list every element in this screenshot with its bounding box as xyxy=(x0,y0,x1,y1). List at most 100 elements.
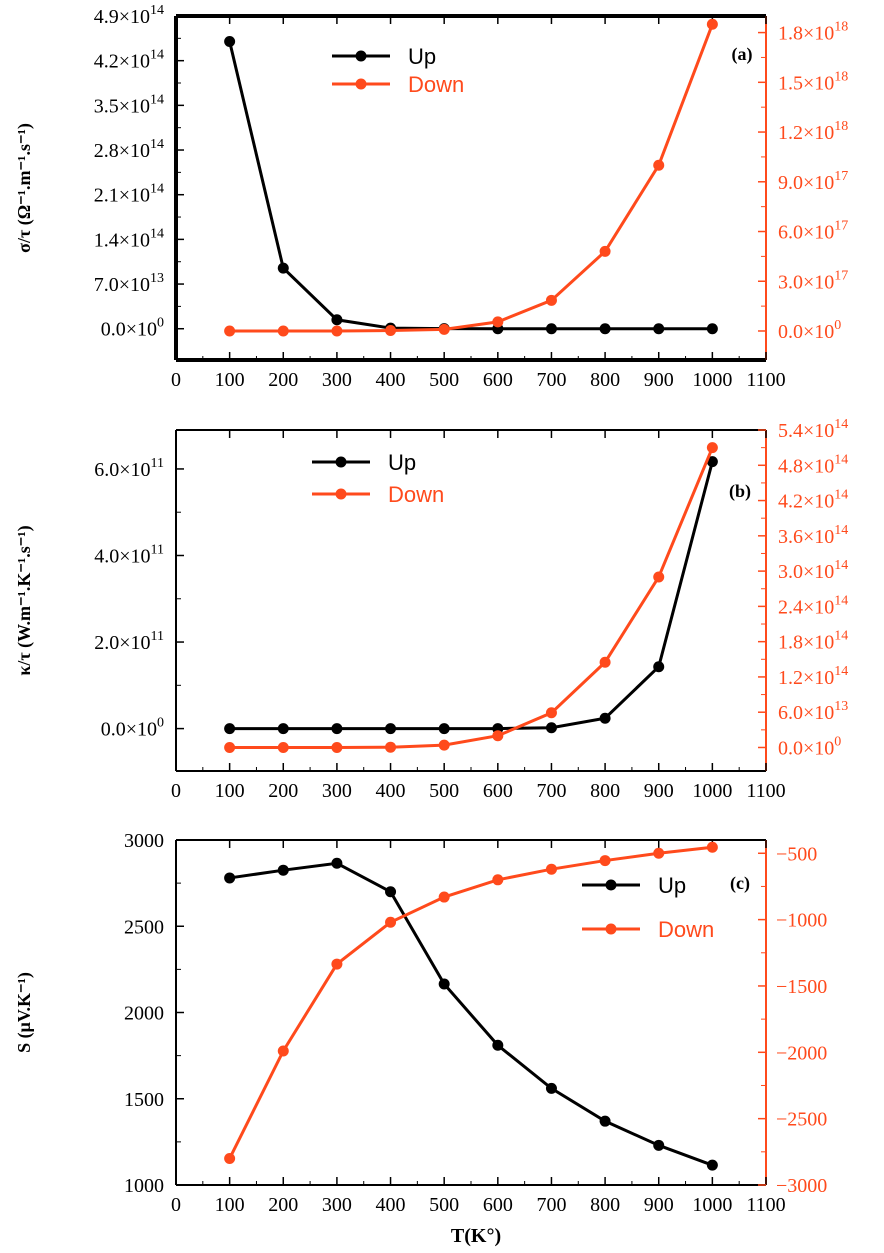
x-tick-label: 800 xyxy=(590,1194,620,1216)
x-tick-label: 1100 xyxy=(746,1194,785,1216)
legend-label-down: Down xyxy=(408,72,464,97)
data-point-down xyxy=(492,874,504,886)
y-axis-title: S (μV.K⁻¹) xyxy=(14,972,35,1053)
y-left-tick-label: 2000 xyxy=(124,1003,164,1025)
y-right-tick-label: −3000 xyxy=(776,1175,827,1197)
x-tick-label: 1000 xyxy=(692,1194,732,1216)
legend-label-down: Down xyxy=(388,482,444,507)
legend-label-down: Down xyxy=(658,917,714,942)
y-right-tick-label: 6.0×1013 xyxy=(778,699,848,724)
x-tick-label: 1100 xyxy=(746,369,785,391)
y-right-tick-label: 1.5×1018 xyxy=(778,69,848,94)
data-point-up xyxy=(653,323,665,335)
y-left-tick-label: 2.8×1014 xyxy=(94,137,164,162)
x-tick-label: 300 xyxy=(322,780,352,802)
data-point-up xyxy=(599,323,611,335)
x-tick-label: 100 xyxy=(215,780,245,802)
data-point-up xyxy=(599,1115,611,1127)
chart-panel-1: 0 100 200 300 400 500 600 700 800 900 1000 1100 0.0×… xyxy=(14,3,848,391)
data-point-down xyxy=(331,741,343,753)
x-tick-label: 1000 xyxy=(692,780,732,802)
series-line-up xyxy=(228,41,713,331)
data-point-up xyxy=(277,262,289,274)
x-tick-label: 400 xyxy=(376,780,406,802)
data-point-down xyxy=(277,741,289,753)
data-point-up xyxy=(545,1082,557,1094)
x-tick-label: 100 xyxy=(215,369,245,391)
x-tick-label: 600 xyxy=(483,780,513,802)
series-line-down xyxy=(229,23,714,333)
y-right-tick-label: 0.0×100 xyxy=(778,734,841,759)
data-point-down xyxy=(492,316,504,328)
y-right-tick-label: 5.4×1014 xyxy=(778,417,848,442)
series-line-up xyxy=(229,861,713,1167)
series-line-up xyxy=(229,461,714,731)
x-axis-title: T(K°) xyxy=(451,1225,501,1247)
legend-marker-down xyxy=(605,923,617,935)
y-right-tick-label: 1.8×1018 xyxy=(778,20,848,45)
x-tick-label: 200 xyxy=(268,369,298,391)
data-point-up xyxy=(706,456,718,468)
data-point-down xyxy=(385,741,397,753)
data-point-up xyxy=(385,886,397,898)
y-right-tick-label: −1500 xyxy=(776,976,827,998)
data-point-down xyxy=(706,18,718,30)
data-point-down xyxy=(224,1152,236,1164)
y-right-tick-label: 1.2×1018 xyxy=(778,119,848,144)
chart-panel-2: 0 100 200 300 400 500 600 700 800 900 1000 1100 0.0×… xyxy=(14,417,848,802)
y-left-tick-label: 4.0×1011 xyxy=(94,542,164,567)
data-point-down xyxy=(331,958,343,970)
data-point-up xyxy=(706,323,718,335)
data-point-down xyxy=(599,855,611,867)
legend-label-up: Up xyxy=(408,44,436,69)
data-point-down xyxy=(277,325,289,337)
legend-label-up: Up xyxy=(388,450,416,475)
y-right-tick-label: −2000 xyxy=(776,1042,827,1064)
y-right-tick-label: 4.8×1014 xyxy=(778,452,848,477)
data-point-down xyxy=(599,656,611,668)
x-tick-label: 900 xyxy=(644,369,674,391)
x-tick-label: 900 xyxy=(644,1194,674,1216)
x-tick-label: 800 xyxy=(590,369,620,391)
y-left-tick-label: 6.0×1011 xyxy=(94,456,164,481)
y-right-tick-label: 9.0×1017 xyxy=(778,169,848,194)
x-tick-label: 500 xyxy=(429,780,459,802)
data-point-down xyxy=(438,739,450,751)
data-point-down xyxy=(438,891,450,903)
x-tick-label: 400 xyxy=(376,1194,406,1216)
x-tick-label: 500 xyxy=(429,1194,459,1216)
y-left-tick-label: 7.0×1013 xyxy=(94,271,164,296)
y-right-tick-label: −500 xyxy=(776,843,817,865)
data-point-down xyxy=(706,442,718,454)
data-point-down xyxy=(277,1045,289,1057)
data-point-down xyxy=(653,159,665,171)
data-point-down xyxy=(653,847,665,859)
legend-marker-down xyxy=(335,488,347,500)
x-tick-label: 800 xyxy=(590,780,620,802)
data-point-up xyxy=(224,36,236,48)
y-right-tick-label: −2500 xyxy=(776,1109,827,1131)
data-point-up xyxy=(438,723,450,735)
panel-label: (c) xyxy=(730,873,750,894)
data-point-down xyxy=(438,323,450,335)
data-point-up xyxy=(224,723,236,735)
data-point-up xyxy=(653,661,665,673)
data-point-down xyxy=(385,324,397,336)
x-tick-label: 700 xyxy=(536,369,566,391)
data-point-down xyxy=(653,571,665,583)
legend-marker-up xyxy=(605,879,617,891)
y-left-tick-label: 4.9×1014 xyxy=(94,3,164,28)
data-point-up xyxy=(331,314,343,326)
x-tick-label: 900 xyxy=(644,780,674,802)
series-line-down xyxy=(229,447,714,749)
data-point-up xyxy=(438,978,450,990)
y-left-tick-label: 1.4×1014 xyxy=(94,226,164,251)
data-point-up xyxy=(224,872,236,884)
x-tick-label: 0 xyxy=(171,780,181,802)
x-tick-label: 500 xyxy=(429,369,459,391)
y-left-tick-label: 0.0×100 xyxy=(101,716,164,741)
data-point-up xyxy=(385,723,397,735)
y-right-tick-label: 3.6×1014 xyxy=(778,523,848,548)
legend-marker-down xyxy=(355,78,367,90)
x-tick-label: 200 xyxy=(268,780,298,802)
